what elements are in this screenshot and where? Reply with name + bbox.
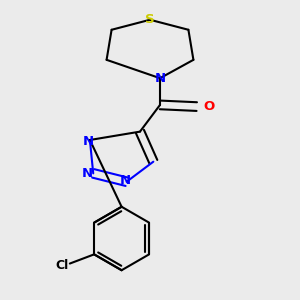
- Text: O: O: [204, 100, 215, 113]
- Text: N: N: [154, 72, 166, 85]
- Text: N: N: [119, 174, 130, 187]
- Text: N: N: [82, 167, 93, 180]
- Text: Cl: Cl: [55, 259, 68, 272]
- Text: N: N: [83, 135, 94, 148]
- Text: S: S: [145, 13, 155, 26]
